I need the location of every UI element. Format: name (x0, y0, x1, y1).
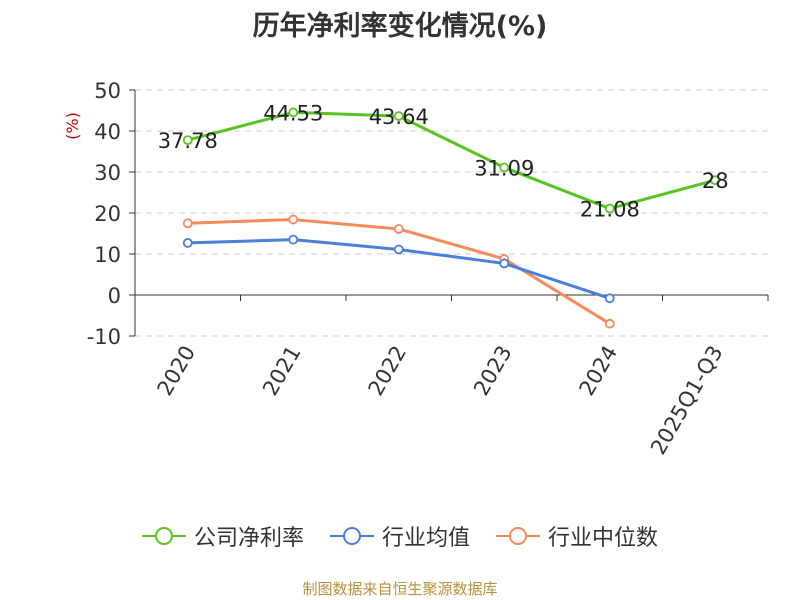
data-label: 28 (702, 169, 729, 193)
y-tick-label: 50 (94, 79, 121, 103)
data-point-s0-2 (393, 111, 404, 121)
data-point-s2-4 (604, 318, 615, 329)
x-tick-label: 2023 (469, 342, 517, 400)
legend-label-mean: 行业均值 (381, 526, 470, 551)
data-point-s0-5 (710, 175, 721, 186)
data-point-s2-0 (182, 218, 193, 229)
data-point-s1-1 (288, 234, 299, 245)
data-point-s2-2 (393, 224, 404, 234)
legend-item-industry-mean[interactable]: 行业均值 (329, 520, 470, 552)
data-label: 44.53 (263, 101, 323, 125)
legend-marker-company-icon (141, 527, 186, 545)
data-label: 21.08 (580, 198, 640, 222)
legend-label-company: 公司净利率 (193, 526, 304, 551)
y-tick-label: 10 (94, 243, 121, 267)
x-tick-label: 2024 (575, 342, 623, 400)
legend-label-median: 行业中位数 (548, 526, 659, 551)
data-point-s1-3 (499, 258, 510, 269)
x-tick-label: 2025Q1-Q3 (646, 342, 728, 459)
legend-item-company-net-margin[interactable]: 公司净利率 (141, 520, 304, 552)
legend-item-industry-median[interactable]: 行业中位数 (496, 520, 658, 552)
x-tick-label: 2020 (153, 342, 201, 400)
y-tick-label: 0 (108, 284, 121, 308)
data-point-s0-4 (604, 203, 615, 214)
y-tick-label: 40 (94, 120, 121, 144)
data-source-note: 制图数据来自恒生聚源数据库 (302, 580, 498, 598)
data-point-s1-2 (393, 244, 404, 255)
legend: 公司净利率 行业均值 行业中位数 (0, 520, 800, 552)
data-point-s0-0 (182, 135, 193, 146)
y-tick-label: 20 (94, 202, 121, 226)
series-line-2 (187, 218, 611, 325)
data-point-s1-0 (182, 238, 193, 248)
data-label: 43.64 (369, 105, 429, 129)
legend-marker-median-icon (496, 527, 540, 545)
y-tick-label: -10 (87, 325, 121, 349)
data-point-s0-1 (288, 107, 299, 118)
y-tick-label: 30 (94, 161, 121, 185)
y-axis-label: (%) (63, 112, 82, 140)
x-tick-label: 2021 (258, 342, 306, 400)
series-line-0 (187, 110, 716, 211)
x-tick-label: 2022 (364, 342, 412, 400)
legend-marker-mean-icon (329, 527, 374, 545)
data-point-s0-3 (499, 162, 510, 173)
chart-title: 历年净利率变化情况(%) (252, 11, 548, 42)
data-point-s2-1 (288, 214, 299, 225)
data-label: 31.09 (474, 157, 534, 181)
data-label: 37.78 (158, 129, 218, 153)
data-point-s1-4 (604, 293, 615, 304)
